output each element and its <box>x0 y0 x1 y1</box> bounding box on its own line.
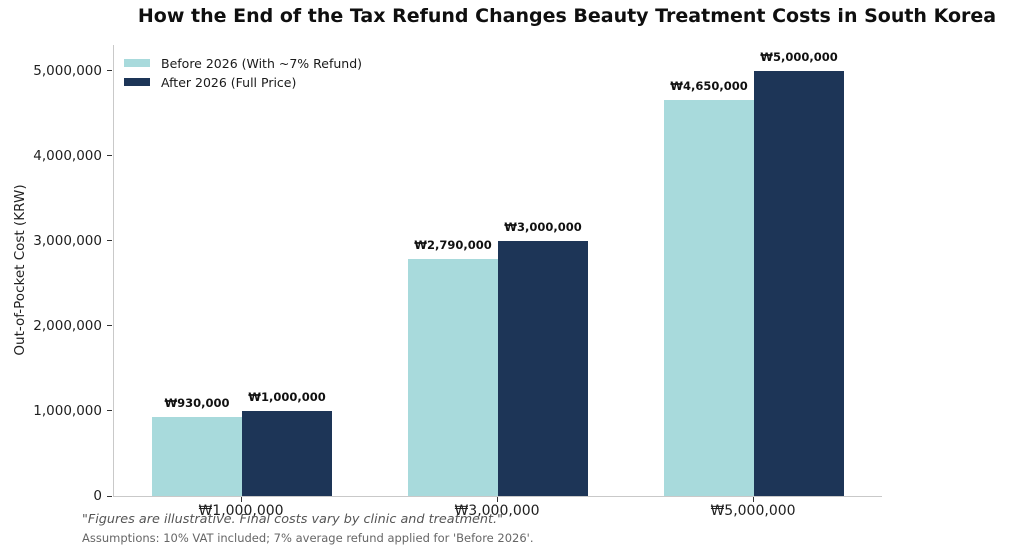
legend-swatch-icon <box>124 59 150 67</box>
y-tick-label: 0 <box>93 488 102 504</box>
y-tick-mark <box>107 495 112 497</box>
bar-after-2026 <box>754 70 844 496</box>
legend-item-before-2026: Before 2026 (With ~7% Refund) <box>124 55 363 71</box>
bar-before-2026 <box>408 258 498 496</box>
chart-title: How the End of the Tax Refund Changes Be… <box>137 5 997 27</box>
x-tick-mark <box>753 497 754 502</box>
y-tick-label: 5,000,000 <box>33 62 102 79</box>
bar-value-label: ₩3,000,000 <box>504 219 582 234</box>
x-tick-mark <box>241 497 242 502</box>
footnote-primary: "Figures are illustrative. Final costs v… <box>82 512 504 527</box>
y-tick-mark <box>107 240 112 242</box>
y-tick-label: 1,000,000 <box>33 402 102 419</box>
y-tick-mark <box>107 70 112 72</box>
legend-label: Before 2026 (With ~7% Refund) <box>161 55 363 71</box>
y-tick-mark <box>107 410 112 412</box>
y-tick-label: 3,000,000 <box>33 232 102 249</box>
x-tick-label: ₩3,000,000 <box>454 503 540 519</box>
bar-value-label: ₩1,000,000 <box>248 389 326 404</box>
bar-value-label: ₩4,650,000 <box>670 79 748 94</box>
y-tick-mark <box>107 155 112 157</box>
legend-label: After 2026 (Full Price) <box>161 74 297 90</box>
y-tick-mark <box>107 325 112 327</box>
x-tick-label: ₩1,000,000 <box>198 503 284 519</box>
plot-area: ₩930,000 ₩1,000,000 ₩2,790,000 ₩3,000,000 ₩4… <box>113 45 882 497</box>
y-tick-label: 2,000,000 <box>33 317 102 334</box>
legend-swatch-icon <box>124 78 150 86</box>
legend-item-after-2026: After 2026 (Full Price) <box>124 74 362 90</box>
legend: Before 2026 (With ~7% Refund) After 2026 … <box>124 55 363 90</box>
x-tick-mark <box>497 497 498 502</box>
x-tick-label: ₩5,000,000 <box>710 503 796 519</box>
bar-before-2026 <box>664 100 754 496</box>
bar-before-2026 <box>152 416 242 496</box>
y-tick-label: 4,000,000 <box>33 147 102 164</box>
bar-after-2026 <box>498 240 588 496</box>
footnote-secondary: Assumptions: 10% VAT included; 7% averag… <box>82 531 534 545</box>
bar-value-label: ₩930,000 <box>164 395 230 410</box>
bar-value-label: ₩2,790,000 <box>414 237 492 252</box>
bar-value-label: ₩5,000,000 <box>760 49 838 64</box>
bar-after-2026 <box>242 410 332 496</box>
